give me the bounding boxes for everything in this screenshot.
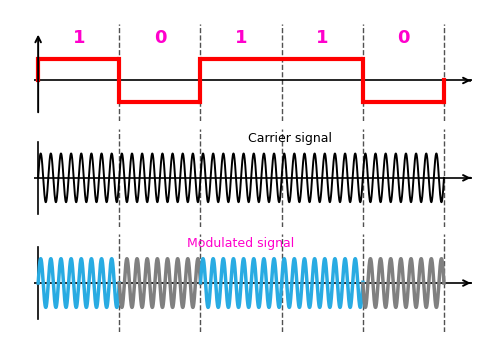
- Text: 0: 0: [153, 29, 166, 47]
- Text: 1: 1: [235, 29, 247, 47]
- Text: 1: 1: [73, 29, 85, 47]
- Text: Modulated signal: Modulated signal: [187, 237, 295, 250]
- Text: 0: 0: [397, 29, 410, 47]
- Text: Carrier signal: Carrier signal: [248, 132, 332, 145]
- Text: 1: 1: [316, 29, 329, 47]
